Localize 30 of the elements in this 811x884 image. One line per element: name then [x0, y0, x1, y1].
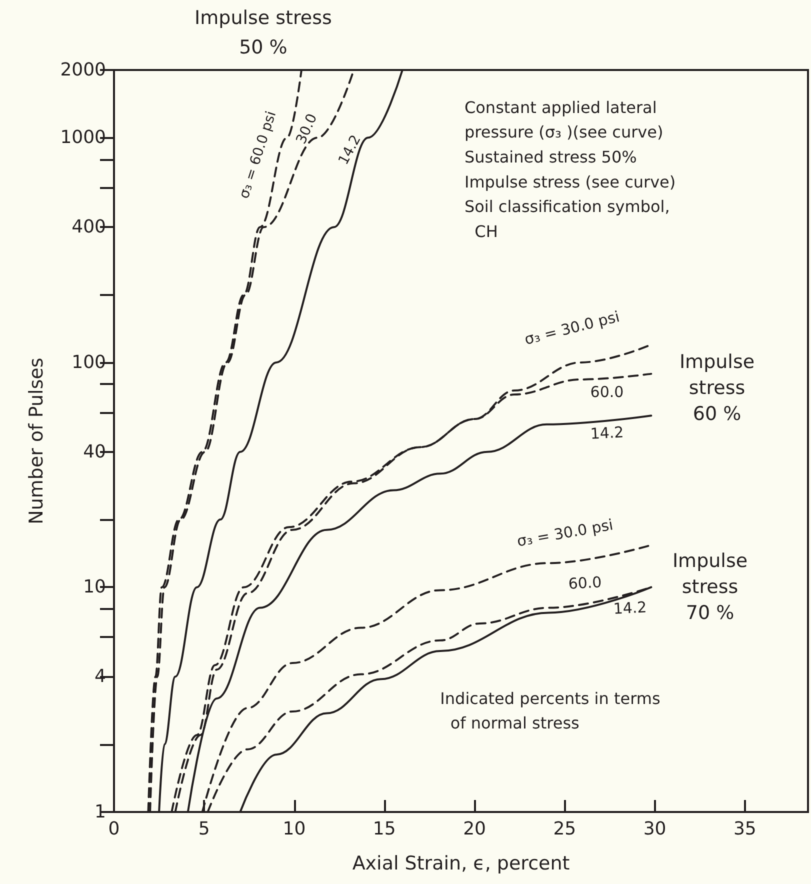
x-tick-label: 30	[643, 818, 666, 840]
y-tick-label: 2000	[60, 60, 106, 80]
annotation: 60.0	[568, 573, 602, 593]
y-tick-label: 1000	[60, 127, 106, 148]
annotation: 30.0	[293, 112, 321, 146]
y-tick-label: 40	[83, 441, 106, 462]
annotation: 14.2	[612, 598, 648, 618]
annotation: Impulse stress 70 %	[672, 550, 748, 624]
annotation: 60.0	[590, 383, 624, 401]
x-tick-label: 20	[463, 818, 486, 840]
y-tick-label: 400	[72, 216, 106, 238]
annotation: Indicated percents in terms of normal stress	[440, 688, 660, 733]
text: Impulse stress 50 %	[194, 6, 332, 58]
annotation: σ₃ = 30.0 psi	[516, 516, 614, 550]
annotation: σ₃ = 60.0 psi	[236, 109, 280, 201]
annotation: 14.2	[590, 423, 624, 443]
x-tick-label: 25	[553, 818, 576, 840]
y-axis-title: Number of Pulses	[26, 358, 48, 524]
x-tick-label: 5	[198, 818, 210, 840]
x-axis-title: Axial Strain, ϵ, percent	[352, 852, 570, 874]
annotation: Constant applied lateral pressure (σ₃ )(see curve) Sustained stress 50% Impulse stress (see curve) Soil classification symbol, CH	[464, 98, 676, 241]
x-tick-label: 15	[372, 818, 396, 840]
annotation: Impulse stress 60 %	[679, 351, 755, 425]
x-tick-label: 10	[282, 818, 306, 840]
y-tick-label: 10	[83, 576, 106, 598]
annotation: σ₃ = 30.0 psi	[522, 308, 622, 348]
y-tick-label: 100	[72, 352, 106, 373]
x-tick-label: 35	[733, 818, 756, 840]
x-tick-label: 0	[108, 818, 120, 840]
annotation: 14.2	[336, 132, 364, 168]
